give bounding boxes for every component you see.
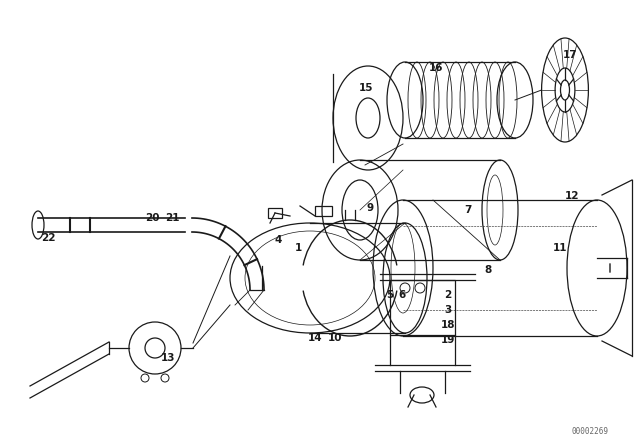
- Text: 16: 16: [429, 63, 444, 73]
- Text: 20: 20: [145, 213, 159, 223]
- Text: 3: 3: [444, 305, 452, 315]
- Text: 1: 1: [294, 243, 301, 253]
- Text: 10: 10: [328, 333, 342, 343]
- Text: 17: 17: [563, 50, 577, 60]
- Text: 7: 7: [464, 205, 472, 215]
- Bar: [268, 208, 282, 218]
- Text: 18: 18: [441, 320, 455, 330]
- Text: 12: 12: [564, 191, 579, 201]
- Text: 2: 2: [444, 290, 452, 300]
- Text: 22: 22: [41, 233, 55, 243]
- Text: 00002269: 00002269: [572, 427, 609, 436]
- Text: 15: 15: [359, 83, 373, 93]
- Text: 5: 5: [387, 290, 394, 300]
- Text: 11: 11: [553, 243, 567, 253]
- Text: 9: 9: [367, 203, 374, 213]
- Text: 14: 14: [308, 333, 323, 343]
- Text: 19: 19: [441, 335, 455, 345]
- Text: 21: 21: [164, 213, 179, 223]
- Text: 4: 4: [275, 235, 282, 245]
- Text: 8: 8: [484, 265, 492, 275]
- Text: 6: 6: [398, 290, 406, 300]
- Text: 13: 13: [161, 353, 175, 363]
